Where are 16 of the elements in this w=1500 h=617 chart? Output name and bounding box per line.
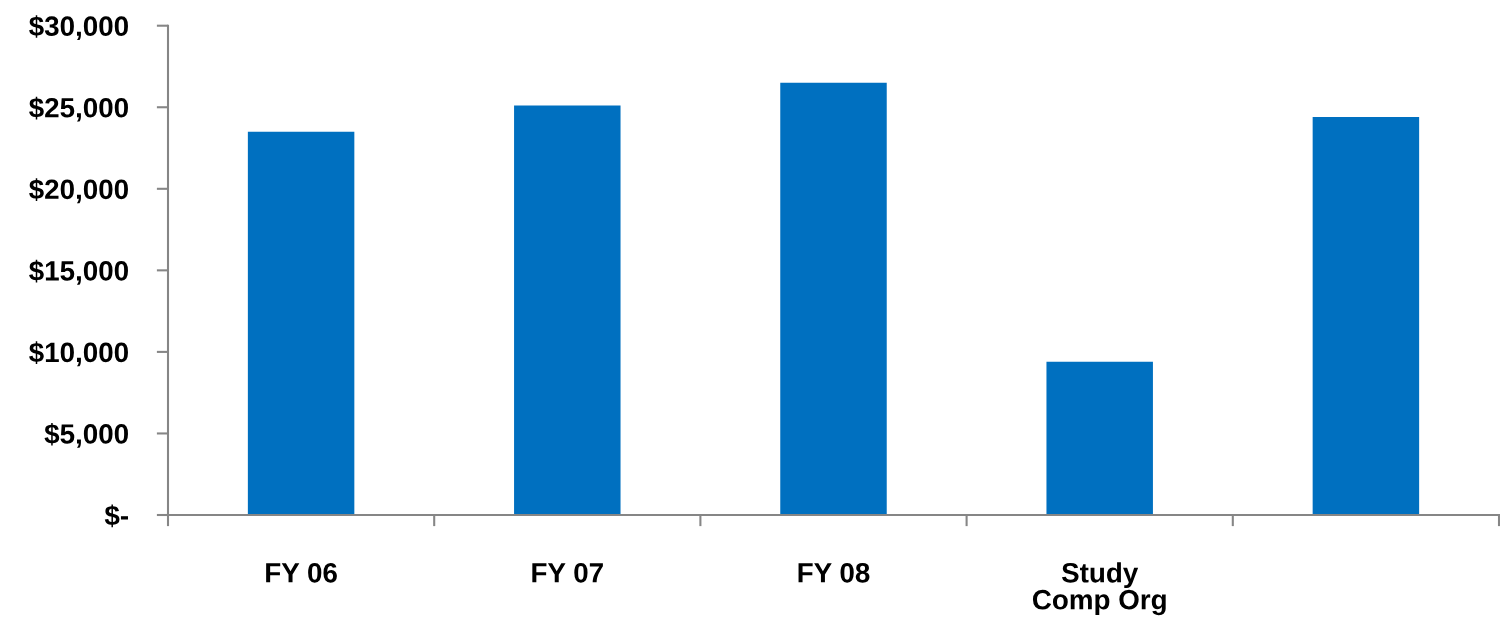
x-tick-label: FY 06 <box>266 562 337 583</box>
y-tick-label: $10,000 <box>29 341 128 367</box>
bar <box>780 82 887 515</box>
bar <box>1312 117 1420 515</box>
bar <box>1046 361 1153 515</box>
x-tick-label: Study Comp Org <box>1032 562 1166 616</box>
y-tick-label: $20,000 <box>29 178 128 204</box>
bar <box>514 105 621 515</box>
y-tick-label: $5,000 <box>44 422 128 448</box>
x-tick-label: FY 08 <box>798 562 870 583</box>
bar <box>247 131 355 515</box>
y-tick-label: $25,000 <box>29 96 128 122</box>
x-tick-label: FY 07 <box>532 562 603 583</box>
y-tick-label: $30,000 <box>29 15 128 41</box>
y-tick-label: $15,000 <box>29 259 128 285</box>
y-tick-label: $- <box>104 504 128 528</box>
